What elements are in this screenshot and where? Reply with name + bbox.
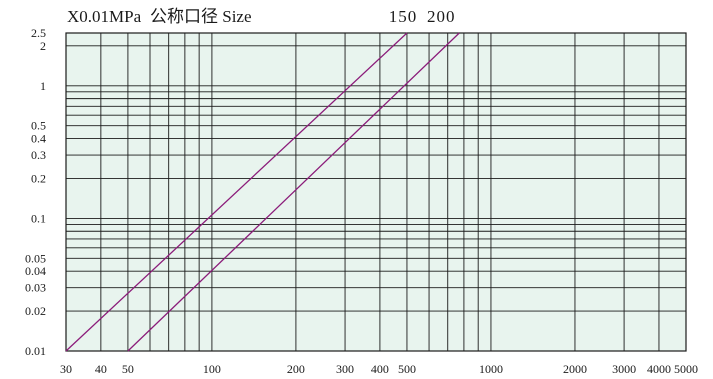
size-caption: 公称口径 Size [150, 7, 252, 26]
y-tick-label: 0.03 [25, 281, 46, 295]
x-axis-tick-labels: 30 40 50 100 200 300 400 500 1000 2000 3000 4000 500… [60, 362, 698, 376]
y-tick-label: 0.05 [25, 251, 46, 265]
y-axis-tick-labels: 2.52 1 0.50.4 0.3 0.2 0.1 0.050.04 0.03 0.02 0.01 [25, 26, 46, 358]
y-tick-label: 0.3 [31, 148, 46, 162]
y-tick-label: 2 [40, 39, 46, 53]
series-name-200: 200 [427, 7, 456, 26]
y-tick-label: 0.5 [31, 119, 46, 133]
plot-area [66, 33, 686, 351]
x-tick-label: 50 [122, 362, 134, 376]
series-line-200 [127, 32, 460, 352]
x-tick-label: 2000 [563, 362, 587, 376]
series-line-150 [65, 32, 408, 352]
x-tick-label: 100 [203, 362, 221, 376]
x-tick-label: 1000 [479, 362, 503, 376]
x-tick-label: 5000 [674, 362, 698, 376]
series-name-150: 150 [389, 7, 418, 26]
y-tick-label: 0.2 [31, 172, 46, 186]
y-tick-label: 2.5 [31, 26, 46, 40]
unit-label: X0.01MPa [67, 7, 142, 26]
x-tick-label: 40 [95, 362, 107, 376]
y-tick-label: 0.02 [25, 304, 46, 318]
x-tick-label: 4000 [647, 362, 671, 376]
x-tick-label: 400 [371, 362, 389, 376]
x-tick-label: 500 [398, 362, 416, 376]
x-tick-label: 200 [287, 362, 305, 376]
plot-frame [65, 32, 687, 352]
y-tick-label: 1 [40, 79, 46, 93]
y-tick-label: 0.1 [31, 211, 46, 225]
y-tick-label: 0.04 [25, 264, 46, 278]
x-tick-label: 30 [60, 362, 72, 376]
y-tick-label: 0.01 [25, 344, 46, 358]
series-lines [65, 32, 460, 352]
y-tick-label: 0.4 [31, 132, 46, 146]
x-tick-label: 3000 [612, 362, 636, 376]
x-tick-label: 300 [336, 362, 354, 376]
